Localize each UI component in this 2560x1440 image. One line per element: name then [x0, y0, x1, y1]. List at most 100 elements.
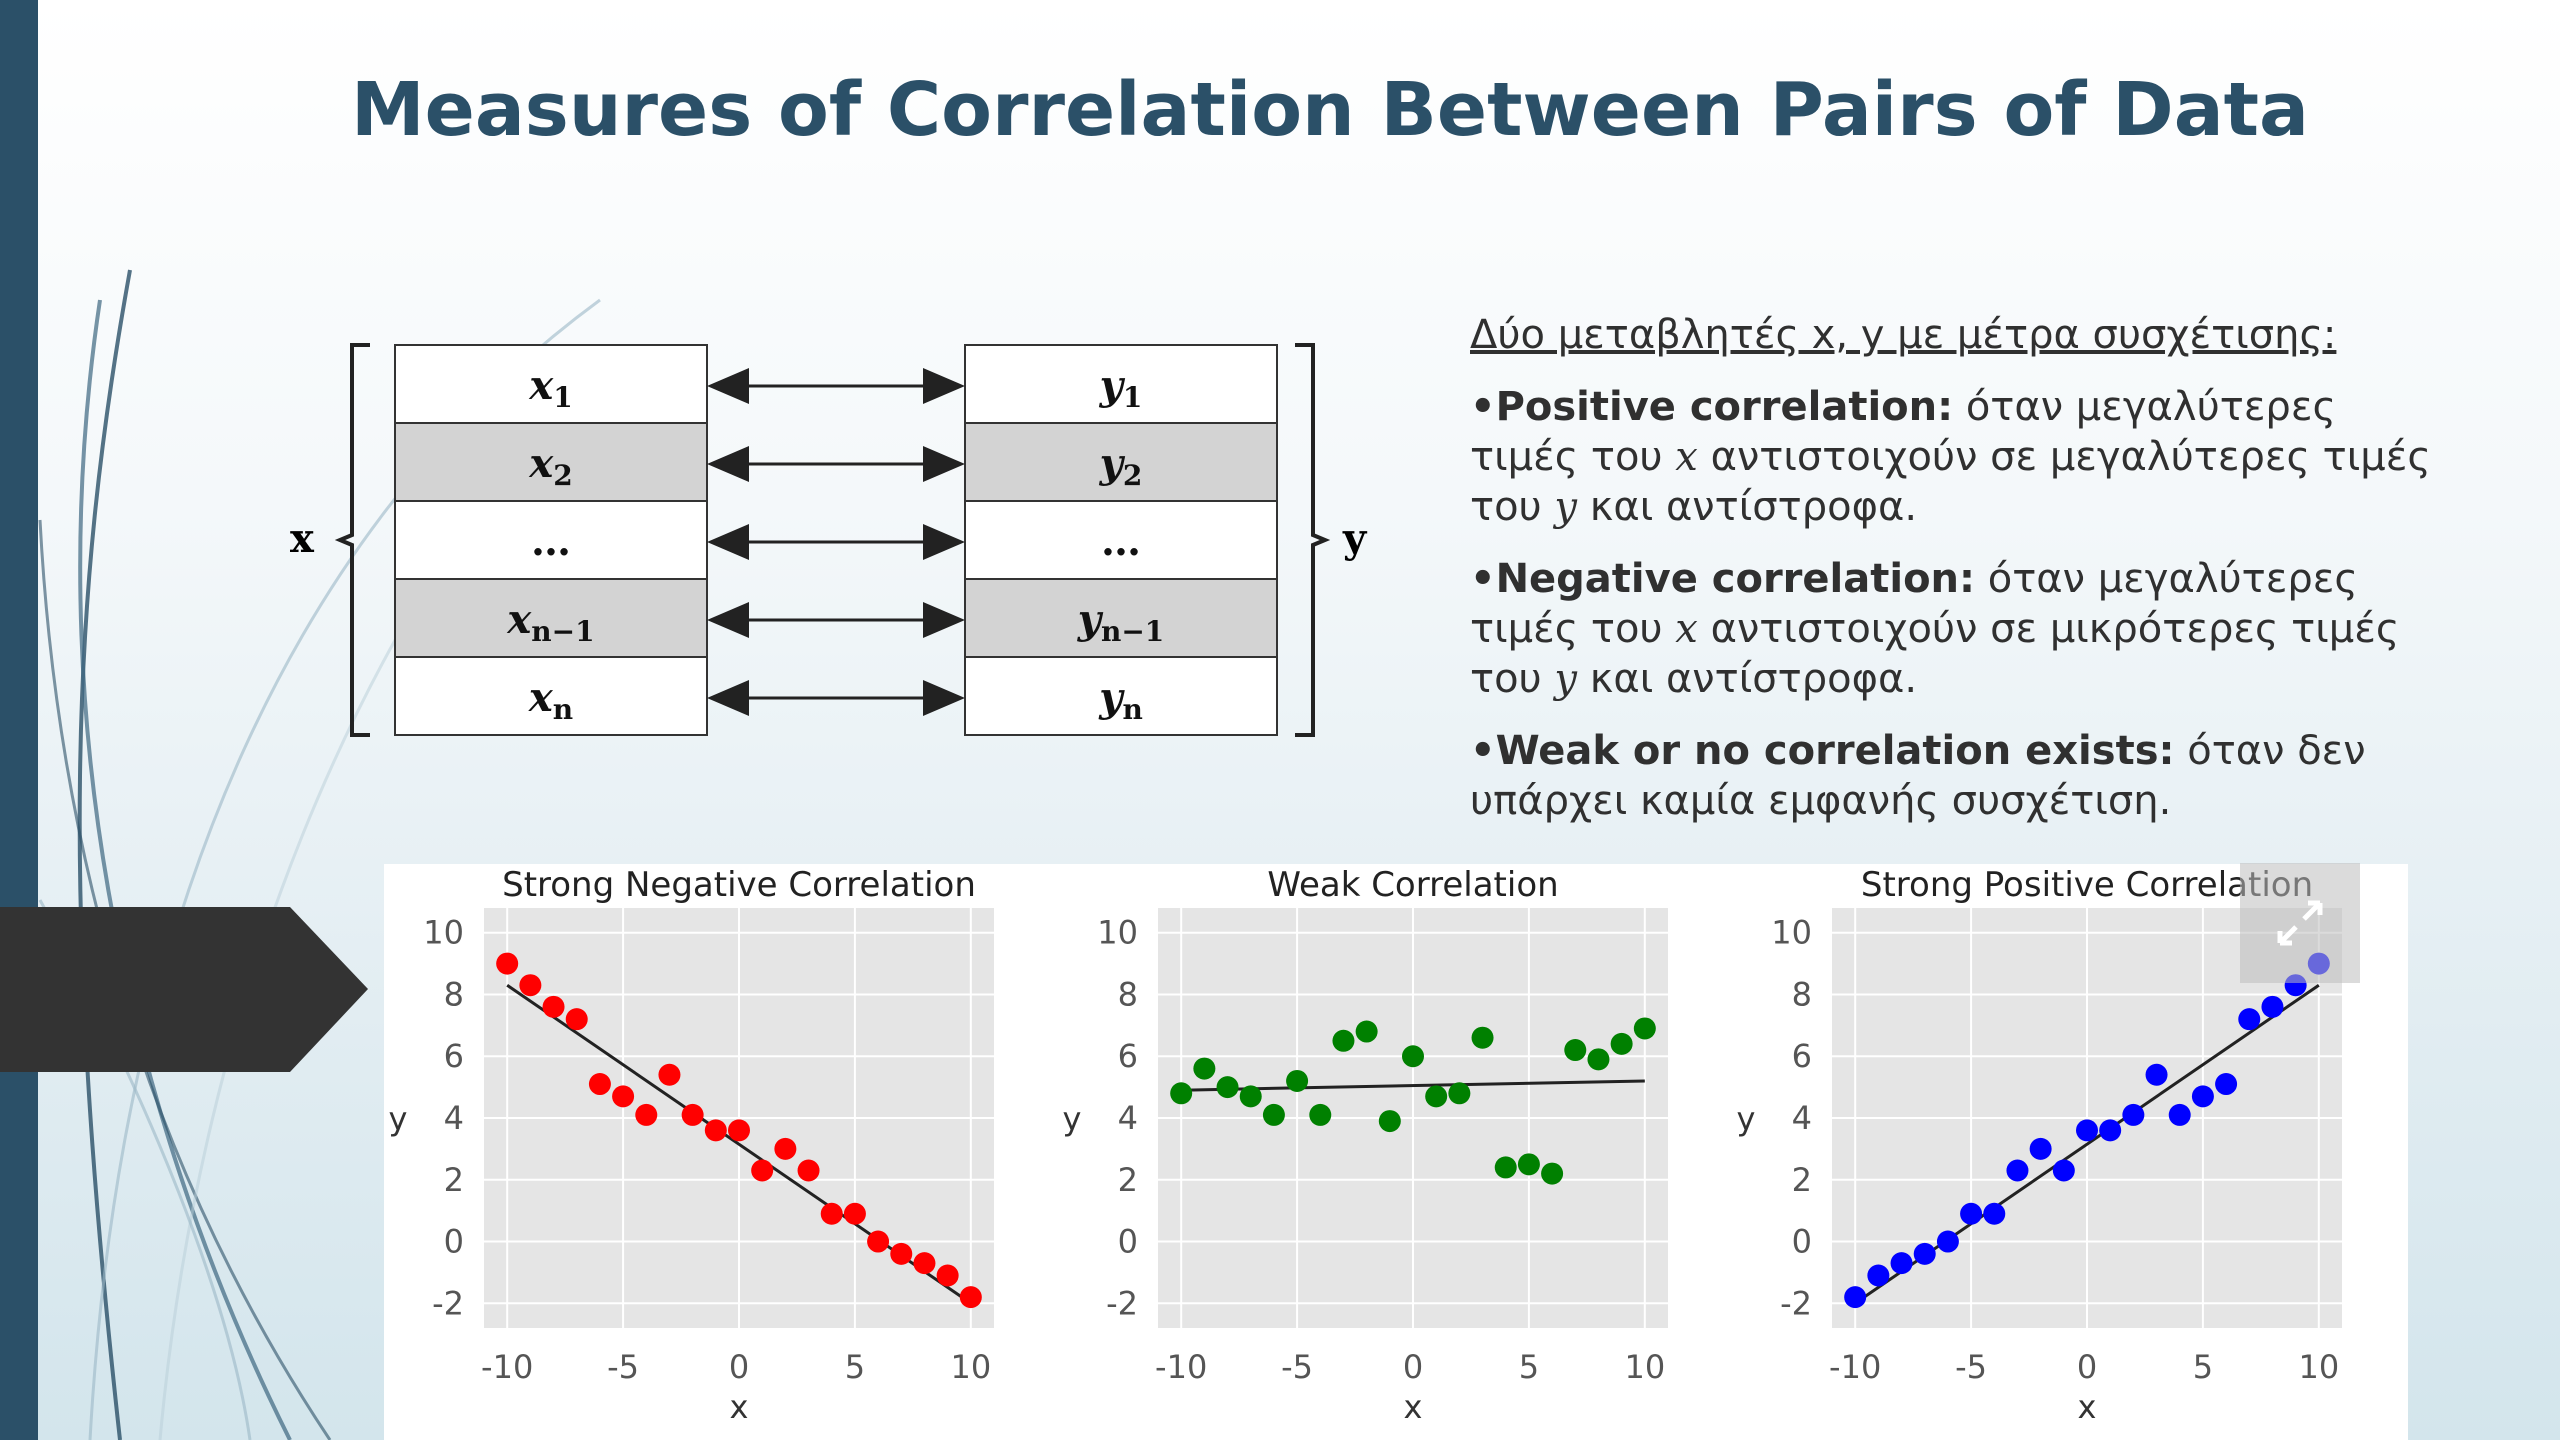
- y-tick-label: 0: [444, 1223, 464, 1261]
- data-point: [1286, 1069, 1309, 1092]
- y-tick-label: 8: [1118, 975, 1138, 1013]
- y-tick-label: 4: [1118, 1099, 1138, 1137]
- y-cell-box: [964, 500, 1278, 580]
- data-point: [820, 1202, 843, 1225]
- x-tick-label: 5: [845, 1348, 865, 1386]
- bullet-term: •Negative correlation:: [1470, 556, 1976, 602]
- data-point: [612, 1085, 635, 1108]
- data-point: [890, 1242, 913, 1265]
- data-point: [1867, 1264, 1890, 1287]
- data-point: [1309, 1103, 1332, 1126]
- y-tick-label: 6: [1118, 1037, 1138, 1075]
- y-tick-label: 4: [1792, 1099, 1812, 1137]
- x-axis-label: x: [2078, 1388, 2097, 1426]
- data-point: [1913, 1242, 1936, 1265]
- data-point: [1216, 1076, 1239, 1099]
- data-point: [1960, 1202, 1983, 1225]
- y-tick-label: 6: [1792, 1037, 1812, 1075]
- data-point: [519, 974, 542, 997]
- x-tick-label: 10: [1624, 1348, 1665, 1386]
- data-point: [913, 1252, 936, 1275]
- data-point: [2052, 1159, 2075, 1182]
- y-tick-label: 2: [1792, 1161, 1812, 1199]
- data-point: [1425, 1085, 1448, 1108]
- data-point: [1193, 1057, 1216, 1080]
- y-tick-label: 6: [444, 1037, 464, 1075]
- data-point: [1402, 1045, 1424, 1068]
- data-point: [2215, 1073, 2238, 1096]
- x-tick-label: -5: [1955, 1348, 1987, 1386]
- data-point: [774, 1137, 797, 1160]
- y-cell-box: [964, 656, 1278, 736]
- pair-arrows: [707, 368, 965, 716]
- y-cell-box: [964, 578, 1278, 658]
- data-point: [1355, 1020, 1378, 1043]
- data-point: [1471, 1026, 1494, 1049]
- data-point: [2191, 1085, 2214, 1108]
- x-tick-label: 10: [2298, 1348, 2339, 1386]
- y-axis-label: y: [1737, 1100, 1756, 1138]
- data-point: [542, 995, 565, 1018]
- data-point: [2122, 1103, 2145, 1126]
- data-point: [588, 1073, 611, 1096]
- x-axis-label: x: [1404, 1388, 1423, 1426]
- chart-title: Strong Negative Correlation: [502, 865, 976, 905]
- x-tick-label: 5: [2193, 1348, 2213, 1386]
- x-tick-label: 0: [729, 1348, 749, 1386]
- x-bracket: [334, 343, 370, 737]
- y-tick-label: 4: [444, 1099, 464, 1137]
- data-point: [1378, 1110, 1401, 1133]
- left-accent-bar: [0, 0, 38, 1440]
- data-point: [936, 1264, 959, 1287]
- bullet-term: •Weak or no correlation exists:: [1470, 728, 2175, 774]
- slide-title: Measures of Correlation Between Pairs of…: [351, 67, 2309, 153]
- data-point: [1494, 1156, 1517, 1179]
- data-point: [1170, 1082, 1193, 1105]
- x-tick-label: 5: [1519, 1348, 1539, 1386]
- y-tick-label: 8: [1792, 975, 1812, 1013]
- x-tick-label: 0: [1403, 1348, 1423, 1386]
- y-tick-label: 8: [444, 975, 464, 1013]
- expand-button[interactable]: [2240, 863, 2360, 983]
- data-point: [1890, 1252, 1913, 1275]
- chart-title: Strong Positive Correlation: [1861, 865, 2313, 905]
- data-point: [1541, 1162, 1564, 1185]
- y-axis-label: y: [1063, 1100, 1082, 1138]
- y-axis-label: y: [389, 1100, 408, 1138]
- x-tick-label: 0: [2077, 1348, 2097, 1386]
- data-point: [635, 1103, 658, 1126]
- charts-panel: Strong Negative Correlation -10 -5 0 5 10 10 8 6…: [384, 864, 2408, 1440]
- data-point: [1587, 1048, 1610, 1071]
- x-cell-box: [394, 656, 708, 736]
- x-tick-label: -10: [1829, 1348, 1881, 1386]
- x-tick-label: -10: [1155, 1348, 1207, 1386]
- data-point: [565, 1008, 588, 1031]
- data-point: [843, 1202, 866, 1225]
- data-point: [658, 1063, 681, 1086]
- data-point: [751, 1159, 774, 1182]
- x-tick-label: 10: [950, 1348, 991, 1386]
- data-point: [704, 1119, 727, 1142]
- y-tick-label: 0: [1118, 1223, 1138, 1261]
- bullet-term: •Positive correlation:: [1470, 384, 1954, 430]
- data-point: [959, 1286, 982, 1309]
- data-point: [1610, 1032, 1633, 1055]
- data-point: [2261, 995, 2284, 1018]
- data-point: [867, 1230, 890, 1253]
- data-point: [1239, 1085, 1262, 1108]
- data-point: [1564, 1039, 1587, 1062]
- chart-title: Weak Correlation: [1267, 865, 1558, 905]
- y-tick-label: 2: [1118, 1161, 1138, 1199]
- y-cell-box: [964, 344, 1278, 424]
- data-point: [2168, 1103, 2191, 1126]
- y-tick-label: 2: [444, 1161, 464, 1199]
- y-cell-label: …: [1101, 518, 1141, 565]
- x-tick-label: -5: [1281, 1348, 1313, 1386]
- y-tick-label: 10: [1771, 914, 1812, 952]
- data-point: [1448, 1082, 1471, 1105]
- explanation-text: Δύο μεταβλητές x, y με μέτρα συσχέτισης:…: [1470, 310, 2450, 848]
- data-point: [2099, 1119, 2122, 1142]
- positive-correlation-bullet: •Positive correlation: όταν μεγαλύτερες …: [1470, 384, 2431, 530]
